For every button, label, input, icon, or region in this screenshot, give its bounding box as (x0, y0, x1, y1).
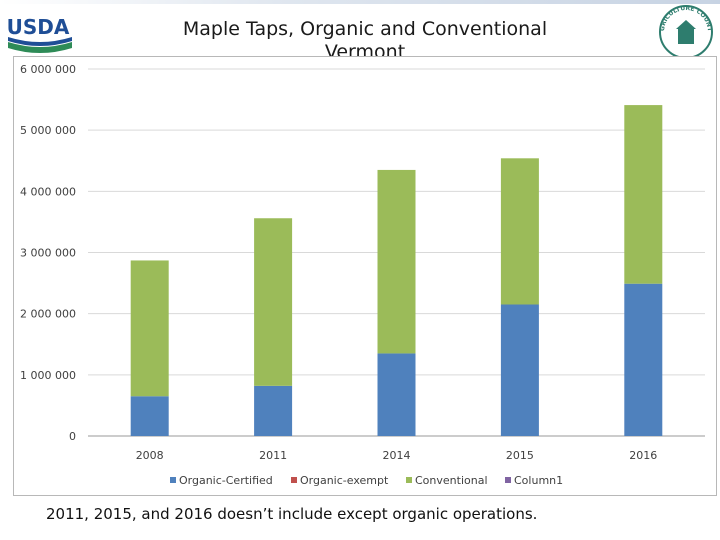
seal-barn-icon (678, 28, 694, 44)
bar-segment (130, 260, 169, 397)
bar-segment (130, 396, 169, 436)
legend-swatch (291, 477, 297, 483)
footnote: 2011, 2015, and 2016 doesn’t include exc… (46, 505, 538, 523)
bars (130, 105, 663, 436)
legend-swatch (505, 477, 511, 483)
legend: Organic-Certified Organic-exempt Conventio… (170, 474, 563, 487)
bar-segment (377, 353, 416, 436)
x-tick-label: 2014 (383, 449, 411, 462)
legend-swatch (170, 477, 176, 483)
chart-area (13, 56, 717, 496)
bar-segment (254, 218, 293, 386)
usda-logo-shield (10, 14, 66, 44)
legend-swatch (406, 477, 412, 483)
legend-label: Conventional (415, 474, 488, 487)
bar-segment (500, 158, 539, 305)
bar-segment (254, 385, 293, 436)
x-tick-label: 2016 (629, 449, 657, 462)
usda-logo-band (8, 37, 72, 46)
usda-logo-swoosh (8, 42, 72, 53)
y-tick-label: 1 000 000 (20, 369, 76, 382)
y-tick-label: 6 000 000 (20, 63, 76, 76)
usda-logo: USDA (7, 14, 72, 53)
stacked-bar-chart: 0 1 000 000 2 000 000 3 000 000 4 000 000 5 0… (20, 63, 705, 487)
y-tick-label: 4 000 000 (20, 185, 76, 198)
y-tick-label: 2 000 000 (20, 308, 76, 321)
x-axis-ticks: 2008 2011 2014 2015 2016 (136, 449, 658, 462)
usda-logo-text: USDA (7, 15, 70, 39)
legend-label: Organic-exempt (300, 474, 389, 487)
bar-segment (377, 169, 416, 354)
x-tick-label: 2008 (136, 449, 164, 462)
y-tick-label: 0 (69, 430, 76, 443)
x-tick-label: 2015 (506, 449, 534, 462)
bar-segment (500, 304, 539, 436)
bar-segment (624, 283, 663, 436)
top-rule (0, 0, 720, 4)
legend-label: Organic-Certified (179, 474, 273, 487)
legend-label: Column1 (514, 474, 563, 487)
y-tick-label: 5 000 000 (20, 124, 76, 137)
bar-segment (624, 105, 663, 284)
seal-roof-icon (676, 20, 696, 29)
y-axis-ticks: 0 1 000 000 2 000 000 3 000 000 4 000 000 5 0… (20, 63, 76, 443)
x-tick-label: 2011 (259, 449, 287, 462)
y-tick-label: 3 000 000 (20, 247, 76, 260)
